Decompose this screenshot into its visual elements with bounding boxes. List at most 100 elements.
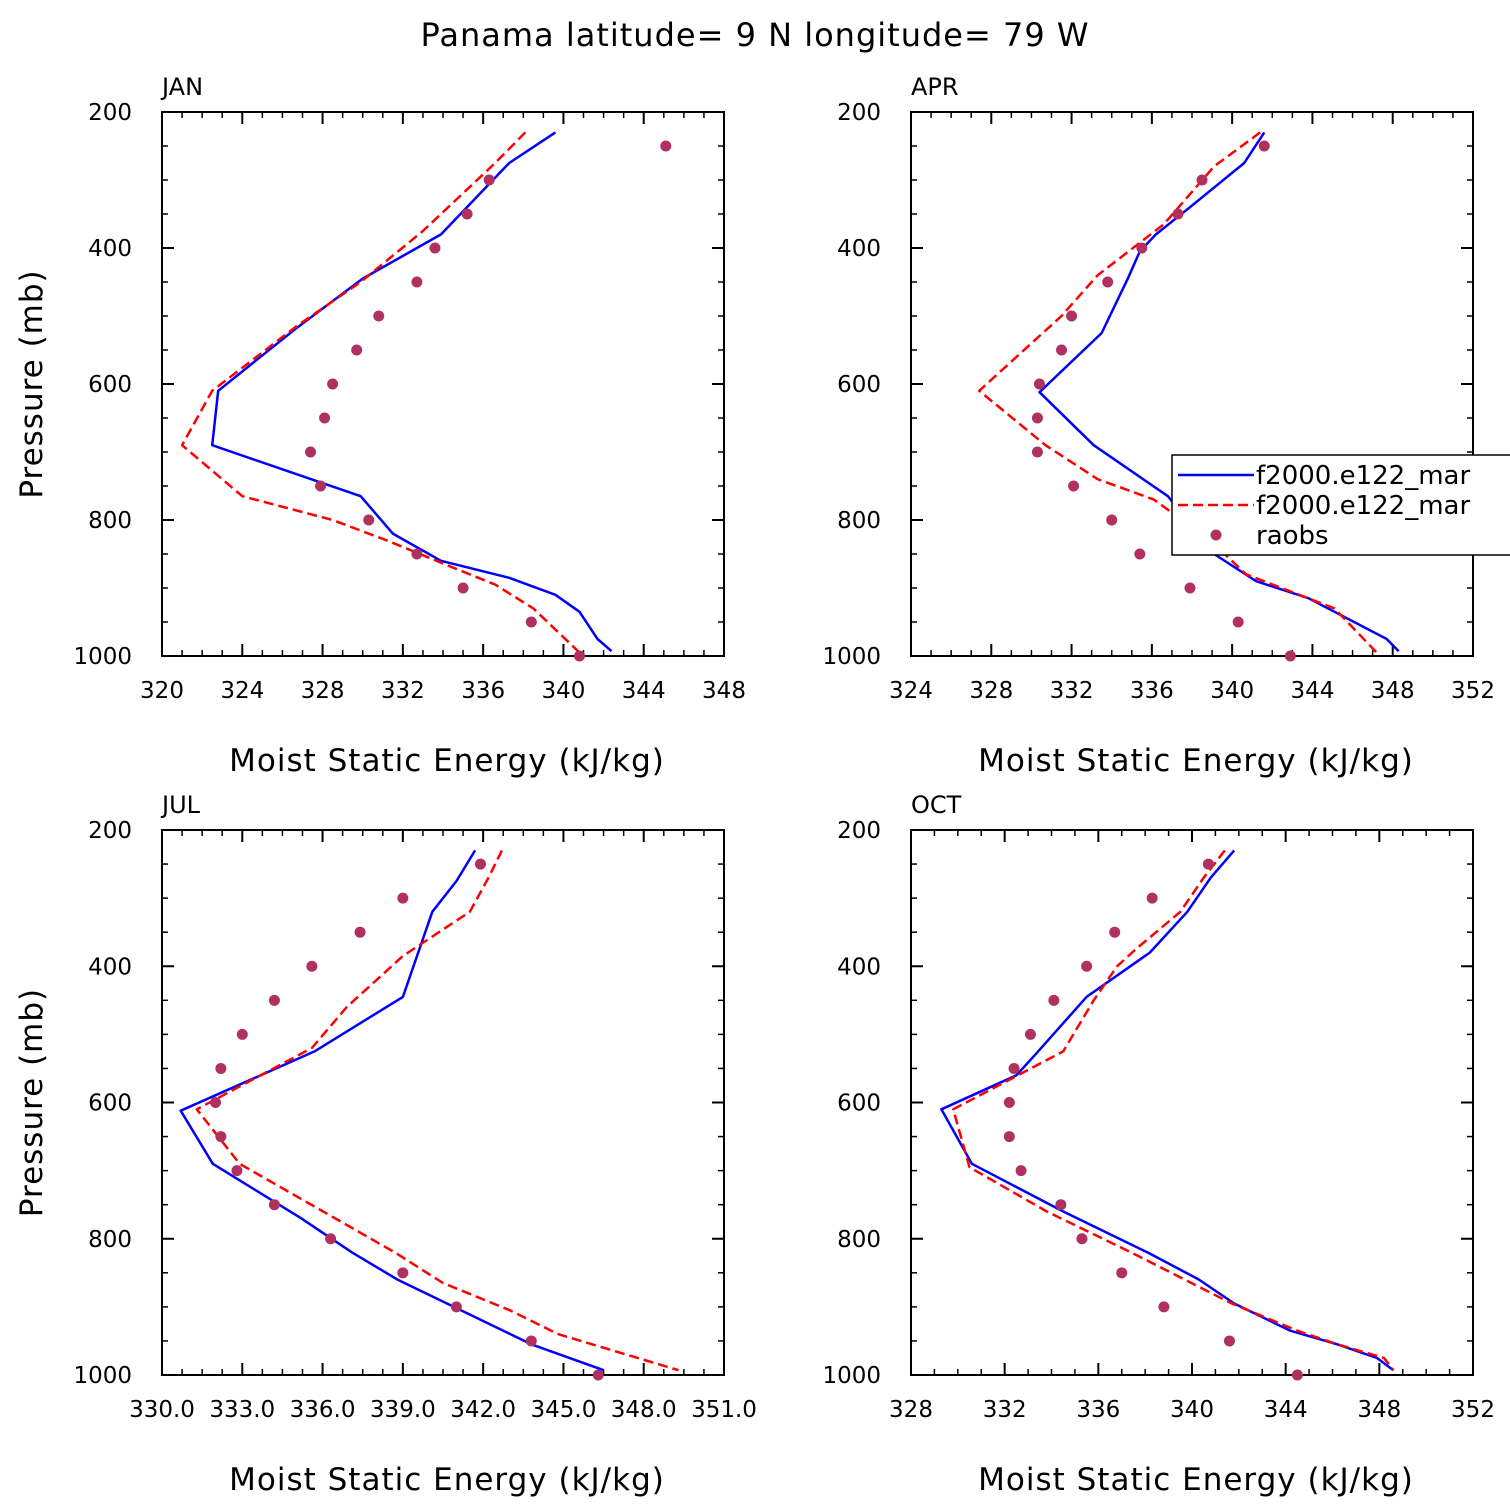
y-tick-label: 400 bbox=[88, 954, 132, 980]
y-tick-label: 600 bbox=[88, 1091, 132, 1117]
x-tick-label: 348 bbox=[1357, 1397, 1401, 1423]
legend-label: f2000.e122_mar bbox=[1256, 491, 1470, 521]
raobs-point bbox=[231, 1165, 243, 1177]
raobs-point bbox=[1008, 1062, 1020, 1074]
x-tick-label: 332 bbox=[381, 678, 425, 704]
raobs-point bbox=[592, 1369, 604, 1381]
series-line-dashed bbox=[951, 849, 1395, 1371]
raobs-point bbox=[1031, 412, 1043, 424]
raobs-point bbox=[457, 582, 469, 594]
x-tick-label: 340 bbox=[1210, 678, 1254, 704]
raobs-point bbox=[1003, 1131, 1015, 1143]
raobs-point bbox=[363, 514, 375, 526]
raobs-point bbox=[397, 892, 409, 904]
series-line-solid bbox=[1038, 131, 1400, 653]
raobs-point bbox=[1076, 1233, 1088, 1245]
series-raobs bbox=[1003, 858, 1303, 1381]
panel-label-jan: JAN bbox=[160, 73, 203, 101]
raobs-point bbox=[1055, 1199, 1067, 1211]
raobs-point bbox=[1109, 926, 1121, 938]
raobs-point bbox=[315, 480, 327, 492]
raobs-point bbox=[1158, 1301, 1170, 1313]
raobs-point bbox=[483, 174, 495, 186]
x-tick-label: 340 bbox=[541, 678, 585, 704]
x-tick-label: 328 bbox=[969, 678, 1013, 704]
raobs-point bbox=[411, 548, 423, 560]
raobs-point bbox=[1202, 858, 1214, 870]
y-tick-label: 1000 bbox=[73, 644, 132, 670]
series-line-solid bbox=[940, 849, 1395, 1372]
y-tick-label: 600 bbox=[88, 372, 132, 398]
raobs-point bbox=[1232, 616, 1244, 628]
raobs-point bbox=[1015, 1165, 1027, 1177]
raobs-point bbox=[1116, 1267, 1128, 1279]
raobs-point bbox=[327, 378, 339, 390]
series-line-solid bbox=[179, 849, 605, 1372]
figure-title: Panama latitude= 9 N longitude= 79 W bbox=[421, 16, 1090, 54]
raobs-point bbox=[1033, 378, 1045, 390]
y-tick-label: 600 bbox=[837, 1091, 881, 1117]
x-axis-label: Moist Static Energy (kJ/kg) bbox=[229, 743, 665, 779]
raobs-point bbox=[215, 1131, 227, 1143]
plot-frame bbox=[910, 829, 1474, 1376]
x-tick-label: 328 bbox=[301, 678, 345, 704]
raobs-point bbox=[411, 276, 423, 288]
raobs-point bbox=[1146, 892, 1158, 904]
panel-label-oct: OCT bbox=[911, 791, 962, 819]
x-axis-label: Moist Static Energy (kJ/kg) bbox=[978, 743, 1414, 779]
x-tick-label: 339.0 bbox=[370, 1397, 436, 1423]
x-tick-label: 348.0 bbox=[611, 1397, 677, 1423]
x-tick-label: 344 bbox=[1264, 1397, 1308, 1423]
panel-label-jul: JUL bbox=[160, 791, 201, 819]
panel-oct: OCT 328 332 336 340 344 348 352 200 400 600 800 1000… bbox=[822, 791, 1495, 1498]
raobs-point bbox=[373, 310, 385, 322]
y-axis-label: Pressure (mb) bbox=[14, 269, 50, 498]
plot-frame bbox=[161, 829, 725, 1376]
raobs-point bbox=[1024, 1028, 1036, 1040]
x-tick-label: 324 bbox=[889, 678, 933, 704]
raobs-point bbox=[1223, 1335, 1235, 1347]
panel-jan: JAN 320 324 328 332 336 340 344 348 200 400 600 800 1… bbox=[14, 73, 746, 779]
x-tick-label: 336.0 bbox=[290, 1397, 356, 1423]
x-tick-label: 320 bbox=[140, 678, 184, 704]
x-tick-label: 348 bbox=[1371, 678, 1415, 704]
raobs-point bbox=[1003, 1097, 1015, 1108]
legend-marker bbox=[1210, 529, 1222, 541]
raobs-point bbox=[1068, 480, 1080, 492]
y-tick-label: 800 bbox=[88, 508, 132, 534]
legend-label: f2000.e122_mar bbox=[1256, 461, 1470, 491]
y-tick-label: 800 bbox=[837, 508, 881, 534]
raobs-point bbox=[325, 1233, 337, 1245]
y-tick-label: 200 bbox=[88, 100, 132, 126]
raobs-point bbox=[268, 994, 280, 1006]
raobs-point bbox=[236, 1028, 248, 1040]
raobs-point bbox=[306, 960, 318, 972]
x-tick-label: 336 bbox=[1130, 678, 1174, 704]
raobs-point bbox=[525, 1335, 537, 1347]
x-tick-label: 324 bbox=[220, 678, 264, 704]
raobs-point bbox=[1081, 960, 1093, 972]
raobs-point bbox=[573, 650, 585, 662]
raobs-point bbox=[1258, 140, 1270, 152]
y-tick-label: 200 bbox=[837, 818, 881, 844]
x-tick-label: 352 bbox=[1451, 678, 1495, 704]
x-tick-label: 328 bbox=[889, 1397, 933, 1423]
raobs-point bbox=[450, 1301, 462, 1313]
series-line-solid bbox=[210, 131, 613, 653]
y-tick-label: 1000 bbox=[73, 1363, 132, 1389]
raobs-point bbox=[319, 412, 331, 424]
y-axis-label: Pressure (mb) bbox=[14, 988, 50, 1217]
series-line-dashed bbox=[180, 131, 581, 654]
panel-label-apr: APR bbox=[911, 73, 959, 101]
series-line-dashed bbox=[977, 131, 1378, 654]
raobs-point bbox=[1136, 242, 1148, 254]
x-tick-label: 340 bbox=[1170, 1397, 1214, 1423]
x-tick-label: 336 bbox=[1076, 1397, 1120, 1423]
series-raobs bbox=[305, 140, 672, 662]
x-tick-label: 344 bbox=[1290, 678, 1334, 704]
legend-label: raobs bbox=[1256, 521, 1329, 551]
raobs-point bbox=[1106, 514, 1118, 526]
raobs-point bbox=[660, 140, 672, 152]
